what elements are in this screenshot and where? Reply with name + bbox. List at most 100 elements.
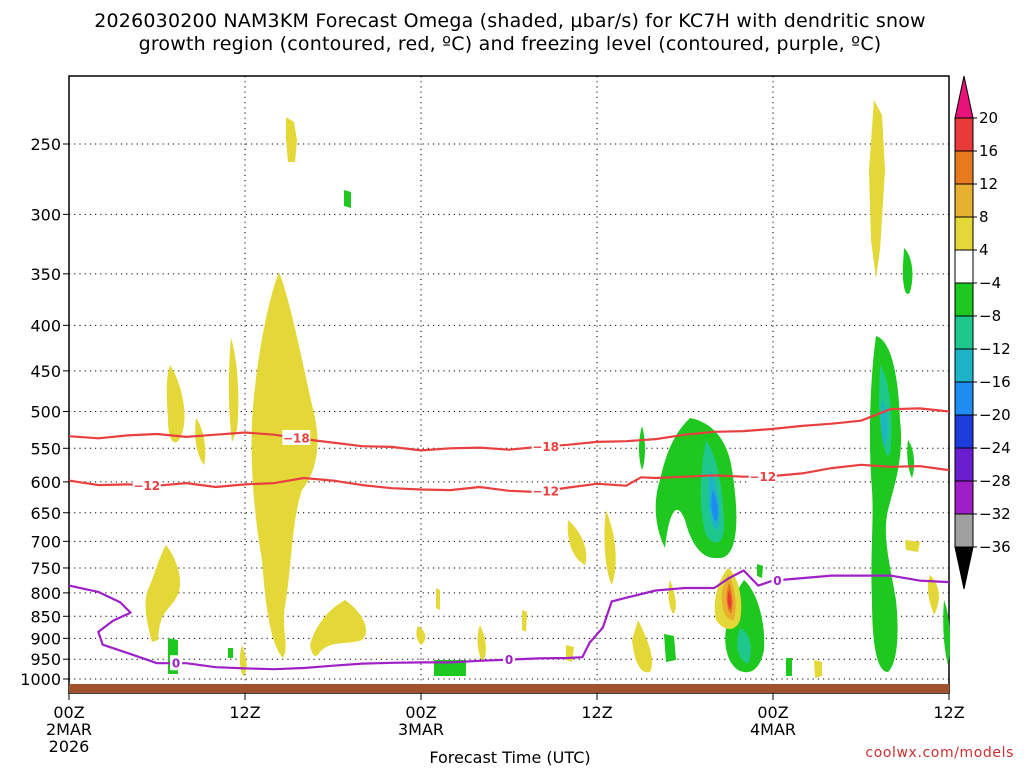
- omega-region-green-right-2: [902, 248, 913, 294]
- omega-region-yellow-low-9: [905, 540, 920, 552]
- omega-region-yellow-main: [251, 272, 318, 658]
- contour-label-bg-1-2: [748, 468, 777, 484]
- colorbar-swatch-8_12: [954, 183, 974, 218]
- plot-area: [68, 75, 950, 694]
- colorbar-label-1: 16: [979, 142, 998, 160]
- contour-label-bg-0-1: [531, 438, 560, 454]
- y-tick-label-700: 700: [30, 532, 61, 551]
- colorbar-label-3: 8: [979, 208, 989, 226]
- omega-region-blue-mid: [711, 490, 719, 522]
- omega-region-green-low-9: [757, 564, 763, 578]
- colorbar-swatch-m12_m8: [954, 315, 974, 350]
- y-tick-label-1000: 1000: [20, 670, 61, 689]
- colorbar-label-5: −4: [979, 274, 1001, 292]
- colorbar-label-0: 20: [979, 109, 998, 127]
- omega-region-green-right-4: [943, 600, 951, 665]
- colorbar-swatch-m20_m16: [954, 381, 974, 416]
- omega-region-green-low-3: [664, 634, 676, 662]
- colorbar-swatch-m28_m24: [954, 447, 974, 482]
- chart-title-line-2: growth region (contoured, red, ºC) and f…: [139, 33, 882, 55]
- omega-region-yellow-low-13: [436, 588, 440, 610]
- y-tick-label-300: 300: [30, 205, 61, 224]
- omega-region-yellow-low-7: [416, 626, 426, 645]
- omega-region-green-low-8: [786, 658, 792, 676]
- y-tick-label-950: 950: [30, 650, 61, 669]
- omega-region-yellow-left-2: [228, 338, 239, 442]
- y-tick-label-500: 500: [30, 403, 61, 422]
- x-tick-label-60-0: 12Z: [933, 703, 964, 722]
- colorbar-swatch-12_16: [954, 150, 974, 185]
- omega-region-yellow-low-4: [604, 510, 616, 585]
- y-tick-label-900: 900: [30, 629, 61, 648]
- colorbar-label-8: −16: [979, 373, 1011, 391]
- omega-region-yellow-low-12: [814, 660, 822, 678]
- colorbar-label-10: −24: [979, 439, 1011, 457]
- axes: 250 300 350 400 450 500 550 600 650 700 750 800 850 9…: [20, 135, 964, 756]
- colorbar-swatch-m8_m4: [954, 282, 974, 317]
- contour-label-0-1: −18: [532, 440, 559, 454]
- omega-region-teal-low-1: [737, 628, 751, 664]
- x-tick-label-48-1: 4MAR: [750, 720, 796, 739]
- y-tick-label-550: 550: [30, 439, 61, 458]
- contour-lines: −18 −18 −12 −12 −12 0 0 0: [68, 407, 950, 671]
- colorbar-swatch-16_20: [954, 117, 974, 152]
- omega-region-green-low-7: [228, 648, 233, 658]
- colorbar-label-2: 12: [979, 175, 998, 193]
- x-tick-label-36-0: 12Z: [581, 703, 612, 722]
- contour-label-1-0: −12: [133, 479, 160, 493]
- colorbar-swatch-m32_m28: [954, 480, 974, 515]
- contour-label-1-1: −12: [532, 484, 559, 498]
- omega-region-yellow-low-14: [522, 610, 527, 632]
- colorbar-top-arrow: [954, 75, 974, 119]
- omega-region-yellow-low-2: [310, 600, 366, 656]
- contour-label-bg-2-1: [503, 651, 515, 667]
- chart-title-line-1: 2026030200 NAM3KM Forecast Omega (shaded…: [94, 10, 926, 32]
- x-tick-label-0-2: 2026: [49, 737, 90, 756]
- ground-surface: [69, 684, 949, 693]
- omega-region-green-low-2: [639, 426, 645, 470]
- x-tick-label-12-0: 12Z: [229, 703, 260, 722]
- omega-region-yellow-upper-2: [869, 100, 885, 278]
- contour-label-bg-2-2: [771, 572, 784, 588]
- colorbar-swatch-m4_4: [954, 249, 974, 284]
- colorbar-label-4: 4: [979, 241, 989, 259]
- omega-region-green-low-6: [344, 190, 351, 208]
- contour-label-2-1: 0: [505, 653, 513, 667]
- x-tick-label-24-0: 00Z: [405, 703, 436, 722]
- x-tick-label-0-0: 00Z: [53, 703, 84, 722]
- credit-label: coolwx.com/models: [865, 745, 1014, 761]
- colorbar-swatch-m36_m32: [954, 513, 974, 548]
- omega-region-yellow-low-3: [567, 520, 587, 565]
- colorbar-label-11: −28: [979, 472, 1011, 490]
- colorbar-label-9: −20: [979, 406, 1011, 424]
- colorbar-swatch-m24_m20: [954, 414, 974, 449]
- omega-region-yellow-low-5: [632, 620, 653, 673]
- omega-region-yellow-low-1: [145, 545, 181, 642]
- omega-region-yellow-low-6: [477, 625, 486, 662]
- contour-label-bg-1-1: [531, 482, 560, 498]
- y-tick-label-800: 800: [30, 584, 61, 603]
- y-tick-label-400: 400: [30, 316, 61, 335]
- x-tick-label-24-1: 3MAR: [398, 720, 444, 739]
- x-axis-title: Forecast Time (UTC): [429, 748, 590, 767]
- omega-region-green-low-4: [434, 660, 466, 676]
- omega-region-yellow-left-3: [195, 418, 206, 465]
- contour-label-bg-0-0: [282, 429, 311, 445]
- colorbar-label-12: −32: [979, 505, 1011, 523]
- omega-region-green-right: [869, 336, 902, 672]
- omega-region-yellow-left-1: [166, 365, 185, 443]
- contour-label-bg-2-0: [170, 655, 183, 671]
- colorbar-bottom-arrow: [954, 546, 974, 590]
- y-tick-label-350: 350: [30, 265, 61, 284]
- omega-region-green-right-3: [907, 440, 915, 478]
- colorbar-label-6: −8: [979, 307, 1001, 325]
- contour-label-bg-1-0: [132, 477, 161, 493]
- grid-lines: [68, 76, 950, 693]
- y-tick-label-650: 650: [30, 504, 61, 523]
- colorbar-label-7: −12: [979, 340, 1011, 358]
- y-tick-label-850: 850: [30, 607, 61, 626]
- contour-0: [68, 407, 950, 452]
- contour-label-1-2: −12: [749, 470, 776, 484]
- colorbar: 20 16 12 8 4 −4 −8 −12 −16 −20 −24 −28 −32 −36: [954, 75, 1011, 590]
